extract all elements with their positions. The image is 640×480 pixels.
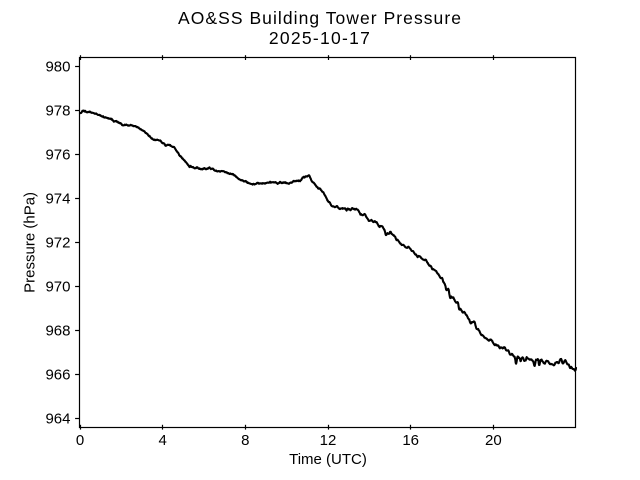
- svg-text:Pressure (hPa): Pressure (hPa): [22, 192, 39, 293]
- svg-text:972: 972: [45, 235, 70, 252]
- svg-text:AO&SS Building Tower Pressure: AO&SS Building Tower Pressure: [178, 8, 462, 28]
- svg-text:12: 12: [320, 432, 337, 449]
- svg-text:978: 978: [45, 103, 70, 120]
- svg-text:2025-10-17: 2025-10-17: [269, 28, 371, 48]
- svg-text:964: 964: [45, 410, 70, 427]
- svg-text:974: 974: [45, 191, 70, 208]
- svg-text:966: 966: [45, 366, 70, 383]
- svg-text:8: 8: [241, 432, 249, 449]
- svg-text:16: 16: [402, 432, 419, 449]
- svg-text:0: 0: [76, 432, 84, 449]
- svg-text:980: 980: [45, 59, 70, 76]
- svg-text:968: 968: [45, 322, 70, 339]
- svg-text:970: 970: [45, 278, 70, 295]
- svg-text:4: 4: [158, 432, 166, 449]
- svg-text:20: 20: [485, 432, 502, 449]
- svg-text:976: 976: [45, 147, 70, 164]
- svg-text:Time (UTC): Time (UTC): [289, 451, 367, 468]
